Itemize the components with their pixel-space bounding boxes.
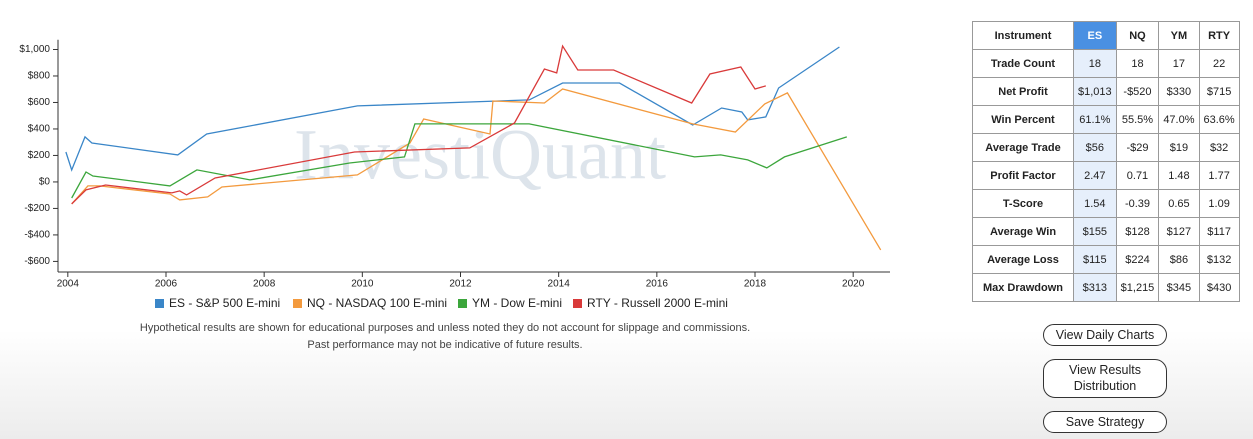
legend-swatch (293, 299, 302, 308)
table-cell: 47.0% (1158, 105, 1200, 134)
table-cell: $32 (1198, 133, 1240, 162)
header-cell: YM (1158, 21, 1200, 50)
watermark: InvestiQuant (294, 115, 666, 195)
table-cell: $56 (1073, 133, 1117, 162)
table-row: T-Score 1.54 -0.39 0.65 1.09 (972, 189, 1240, 218)
table-cell: 0.65 (1158, 189, 1200, 218)
legend-swatch (155, 299, 164, 308)
table-cell: $345 (1158, 273, 1200, 302)
y-tick-label: $200 (28, 150, 51, 161)
y-tick-label: $800 (28, 71, 51, 82)
x-tick-label: 2010 (351, 279, 374, 290)
table-cell: $86 (1158, 245, 1200, 274)
x-tick-label: 2008 (253, 279, 276, 290)
x-tick-label: 2004 (57, 279, 80, 290)
table-cell: 0.71 (1115, 161, 1160, 190)
x-tick-label: 2014 (548, 279, 571, 290)
table-cell: $19 (1158, 133, 1200, 162)
row-label: T-Score (972, 189, 1074, 218)
table-cell: $224 (1115, 245, 1160, 274)
table-cell: $430 (1198, 273, 1240, 302)
button[interactable]: View Daily Charts (1043, 324, 1167, 346)
y-tick-label: $1,000 (19, 44, 50, 55)
legend-label: ES - S&P 500 E-mini (169, 296, 280, 310)
table-cell: $1,215 (1115, 273, 1160, 302)
row-label: Average Trade (972, 133, 1074, 162)
table-cell: $128 (1115, 217, 1160, 246)
header-cell: NQ (1115, 21, 1160, 50)
table-cell: 61.1% (1073, 105, 1117, 134)
table-row: Trade Count 18 18 17 22 (972, 49, 1240, 78)
table-cell: 18 (1073, 49, 1117, 78)
y-tick-label: $400 (28, 124, 51, 135)
disclaimer: Past performance may not be indicative o… (307, 339, 582, 351)
row-label: Trade Count (972, 49, 1074, 78)
table-row: Profit Factor 2.47 0.71 1.48 1.77 (972, 161, 1240, 190)
row-label: Max Drawdown (972, 273, 1074, 302)
legend-label: NQ - NASDAQ 100 E-mini (307, 296, 447, 310)
table-cell: 1.54 (1073, 189, 1117, 218)
header-cell: RTY (1198, 21, 1240, 50)
x-tick-label: 2006 (155, 279, 178, 290)
series-line (65, 46, 840, 172)
table-cell: $132 (1198, 245, 1240, 274)
table-cell: $1,013 (1073, 77, 1117, 106)
table-cell: 22 (1198, 49, 1240, 78)
table-cell: $127 (1158, 217, 1200, 246)
series-line (71, 88, 882, 251)
table-cell: 1.09 (1198, 189, 1240, 218)
legend-swatch (573, 299, 582, 308)
table-row: Net Profit $1,013 -$520 $330 $715 (972, 77, 1240, 106)
y-tick-label: $0 (39, 177, 51, 188)
row-label: Profit Factor (972, 161, 1074, 190)
table-row: Average Win $155 $128 $127 $117 (972, 217, 1240, 246)
table-cell: 18 (1115, 49, 1160, 78)
table-cell: 55.5% (1115, 105, 1160, 134)
table-cell: 2.47 (1073, 161, 1117, 190)
legend-label: YM - Dow E-mini (472, 296, 562, 310)
series-line (71, 44, 766, 205)
row-label: Average Win (972, 217, 1074, 246)
legend-label: RTY - Russell 2000 E-mini (587, 296, 728, 310)
table-cell: $715 (1198, 77, 1240, 106)
table-cell: $155 (1073, 217, 1117, 246)
y-tick-label: -$600 (24, 256, 50, 267)
table-cell: 63.6% (1198, 105, 1240, 134)
table-cell: -0.39 (1115, 189, 1160, 218)
header-cell: ES (1073, 21, 1117, 50)
x-tick-label: 2012 (449, 279, 472, 290)
y-tick-label: $600 (28, 97, 51, 108)
row-label: Win Percent (972, 105, 1074, 134)
header-cell: Instrument (972, 21, 1074, 50)
legend-swatch (458, 299, 467, 308)
table-cell: -$520 (1115, 77, 1160, 106)
chart: InvestiQuant -$600 -$400 -$200 $0 $200 $400 $6… (19, 39, 890, 351)
stats-table: Instrument ES NQ YM RTY Trade Count 18 18 17 22 Ne… (972, 21, 1240, 302)
table-row: Average Trade $56 -$29 $19 $32 (972, 133, 1240, 162)
table-row: Average Loss $115 $224 $86 $132 (972, 245, 1240, 274)
header-row: Instrument ES NQ YM RTY (972, 21, 1240, 50)
row-label: Average Loss (972, 245, 1074, 274)
table-cell: 17 (1158, 49, 1200, 78)
table-cell: $313 (1073, 273, 1117, 302)
x-tick-label: 2018 (744, 279, 767, 290)
button[interactable]: Save Strategy (1043, 411, 1167, 433)
row-label: Net Profit (972, 77, 1074, 106)
series-line (71, 123, 847, 199)
table-cell: $117 (1198, 217, 1240, 246)
table-cell: -$29 (1115, 133, 1160, 162)
button[interactable]: View Results Distribution (1043, 359, 1167, 398)
table-row: Max Drawdown $313 $1,215 $345 $430 (972, 273, 1240, 302)
y-tick-label: -$200 (24, 203, 50, 214)
x-tick-label: 2020 (842, 279, 865, 290)
y-tick-label: -$400 (24, 230, 50, 241)
disclaimer: Hypothetical results are shown for educa… (140, 322, 750, 334)
table-cell: 1.48 (1158, 161, 1200, 190)
table-row: Win Percent 61.1% 55.5% 47.0% 63.6% (972, 105, 1240, 134)
table-cell: 1.77 (1198, 161, 1240, 190)
table-cell: $330 (1158, 77, 1200, 106)
x-tick-label: 2016 (646, 279, 669, 290)
table-cell: $115 (1073, 245, 1117, 274)
